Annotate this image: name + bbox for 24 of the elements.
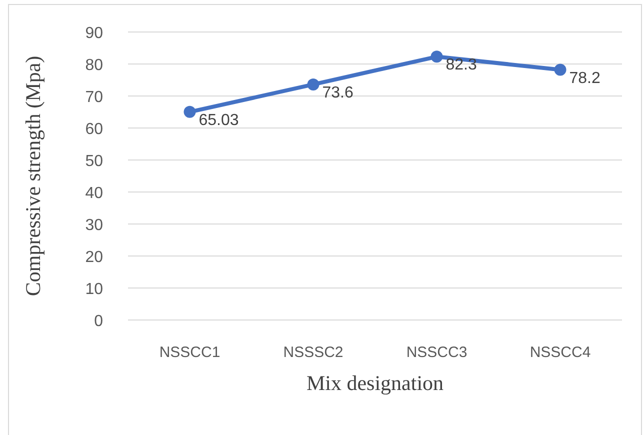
x-tick-label: NSSCC4: [530, 344, 591, 361]
y-tick-label: 60: [85, 121, 104, 138]
point: [554, 64, 566, 76]
y-tick-label: 70: [85, 89, 104, 106]
y-axis-title: Compressive strength (Mpa): [21, 56, 45, 296]
y-tick-label: 80: [85, 57, 104, 74]
point: [184, 106, 196, 118]
y-tick-label: 50: [85, 153, 104, 170]
point: [307, 78, 320, 90]
y-tick-label: 0: [94, 313, 104, 330]
x-tick-label: NSSSC2: [283, 344, 344, 361]
y-tick-label: 10: [85, 281, 104, 298]
x-tick-label: NSSCC3: [406, 344, 468, 361]
y-tick-label: 20: [85, 249, 104, 266]
y-tick-label: 90: [85, 25, 104, 42]
data-label: 78.2: [569, 70, 600, 87]
y-tick-label: 40: [85, 185, 104, 202]
x-tick-label: NSSCC1: [159, 344, 220, 361]
point: [430, 50, 443, 63]
data-label: 82.3: [446, 56, 477, 74]
data-label: 73.6: [322, 84, 354, 102]
data-label: 65.03: [198, 112, 239, 129]
x-axis-title: Mix designation: [306, 371, 444, 395]
y-tick-label: 30: [85, 217, 104, 234]
